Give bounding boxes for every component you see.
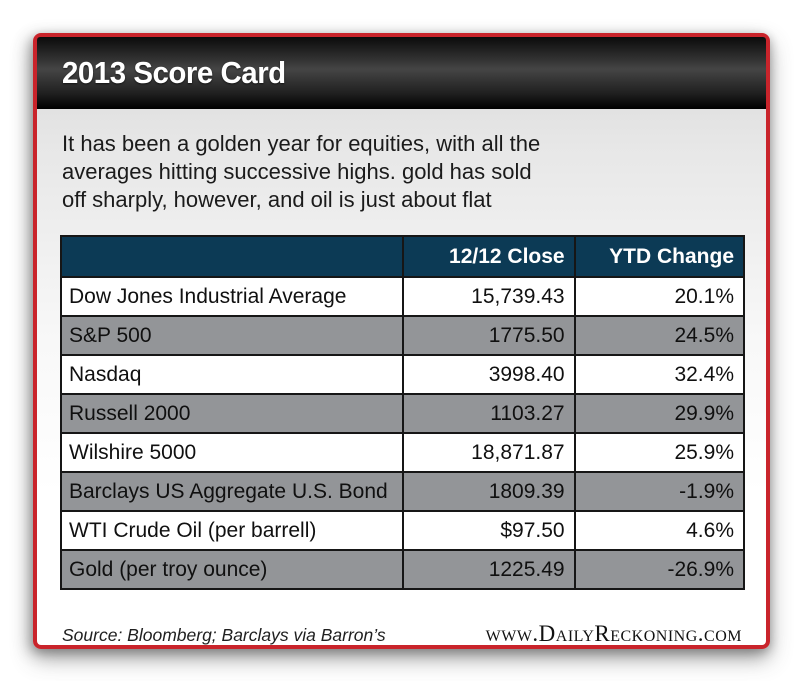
cell-close-value: 3998.40 <box>401 354 576 395</box>
scorecard-panel: 2013 Score Card It has been a golden yea… <box>33 33 770 649</box>
intro-text-line: averages hitting successive highs. gold … <box>62 159 532 184</box>
cell-close-value: 1225.49 <box>401 549 576 590</box>
table-header-row: 12/12 Close YTD Change <box>60 235 746 278</box>
intro-text-line: It has been a golden year for equities, … <box>62 131 541 156</box>
table-row: Dow Jones Industrial Average 15,739.43 20.… <box>60 276 746 317</box>
column-header-name <box>60 235 404 278</box>
page-title: 2013 Score Card <box>62 55 286 90</box>
table-row: Wilshire 5000 18,871.87 25.9% <box>60 432 746 473</box>
cell-ytd-change: -26.9% <box>573 549 746 590</box>
cell-ytd-change: 32.4% <box>573 354 746 395</box>
cell-ytd-change: 25.9% <box>573 432 746 473</box>
intro-text: It has been a golden year for equities, … <box>62 130 742 214</box>
cell-instrument-name: WTI Crude Oil (per barrell) <box>60 510 404 551</box>
table-row: Nasdaq 3998.40 32.4% <box>60 354 746 395</box>
cell-ytd-change: 29.9% <box>573 393 746 434</box>
table-row: Russell 2000 1103.27 29.9% <box>60 393 746 434</box>
scorecard-table: 12/12 Close YTD Change Dow Jones Industr… <box>60 235 746 590</box>
cell-close-value: 15,739.43 <box>401 276 576 317</box>
cell-instrument-name: S&P 500 <box>60 315 404 356</box>
cell-instrument-name: Dow Jones Industrial Average <box>60 276 404 317</box>
cell-instrument-name: Barclays US Aggregate U.S. Bond <box>60 471 404 512</box>
cell-instrument-name: Russell 2000 <box>60 393 404 434</box>
table-row: WTI Crude Oil (per barrell) $97.50 4.6% <box>60 510 746 551</box>
footer: Source: Bloomberg; Barclays via Barron’s… <box>62 621 742 647</box>
table-row: S&P 500 1775.50 24.5% <box>60 315 746 356</box>
cell-close-value: $97.50 <box>401 510 576 551</box>
table-row: Barclays US Aggregate U.S. Bond 1809.39 -1… <box>60 471 746 512</box>
cell-instrument-name: Nasdaq <box>60 354 404 395</box>
cell-ytd-change: 24.5% <box>573 315 746 356</box>
cell-ytd-change: -1.9% <box>573 471 746 512</box>
cell-close-value: 1809.39 <box>401 471 576 512</box>
column-header-ytd-change: YTD Change <box>573 235 746 278</box>
cell-instrument-name: Wilshire 5000 <box>60 432 404 473</box>
table-row: Gold (per troy ounce) 1225.49 -26.9% <box>60 549 746 590</box>
cell-ytd-change: 4.6% <box>573 510 746 551</box>
cell-close-value: 18,871.87 <box>401 432 576 473</box>
source-credit: Source: Bloomberg; Barclays via Barron’s <box>62 625 386 645</box>
website-link[interactable]: www.DailyReckoning.com <box>485 621 742 646</box>
intro-text-line: off sharply, however, and oil is just ab… <box>62 187 492 212</box>
cell-close-value: 1103.27 <box>401 393 576 434</box>
cell-instrument-name: Gold (per troy ounce) <box>60 549 404 590</box>
column-header-close: 12/12 Close <box>401 235 576 278</box>
cell-ytd-change: 20.1% <box>573 276 746 317</box>
cell-close-value: 1775.50 <box>401 315 576 356</box>
title-bar: 2013 Score Card <box>37 37 766 109</box>
